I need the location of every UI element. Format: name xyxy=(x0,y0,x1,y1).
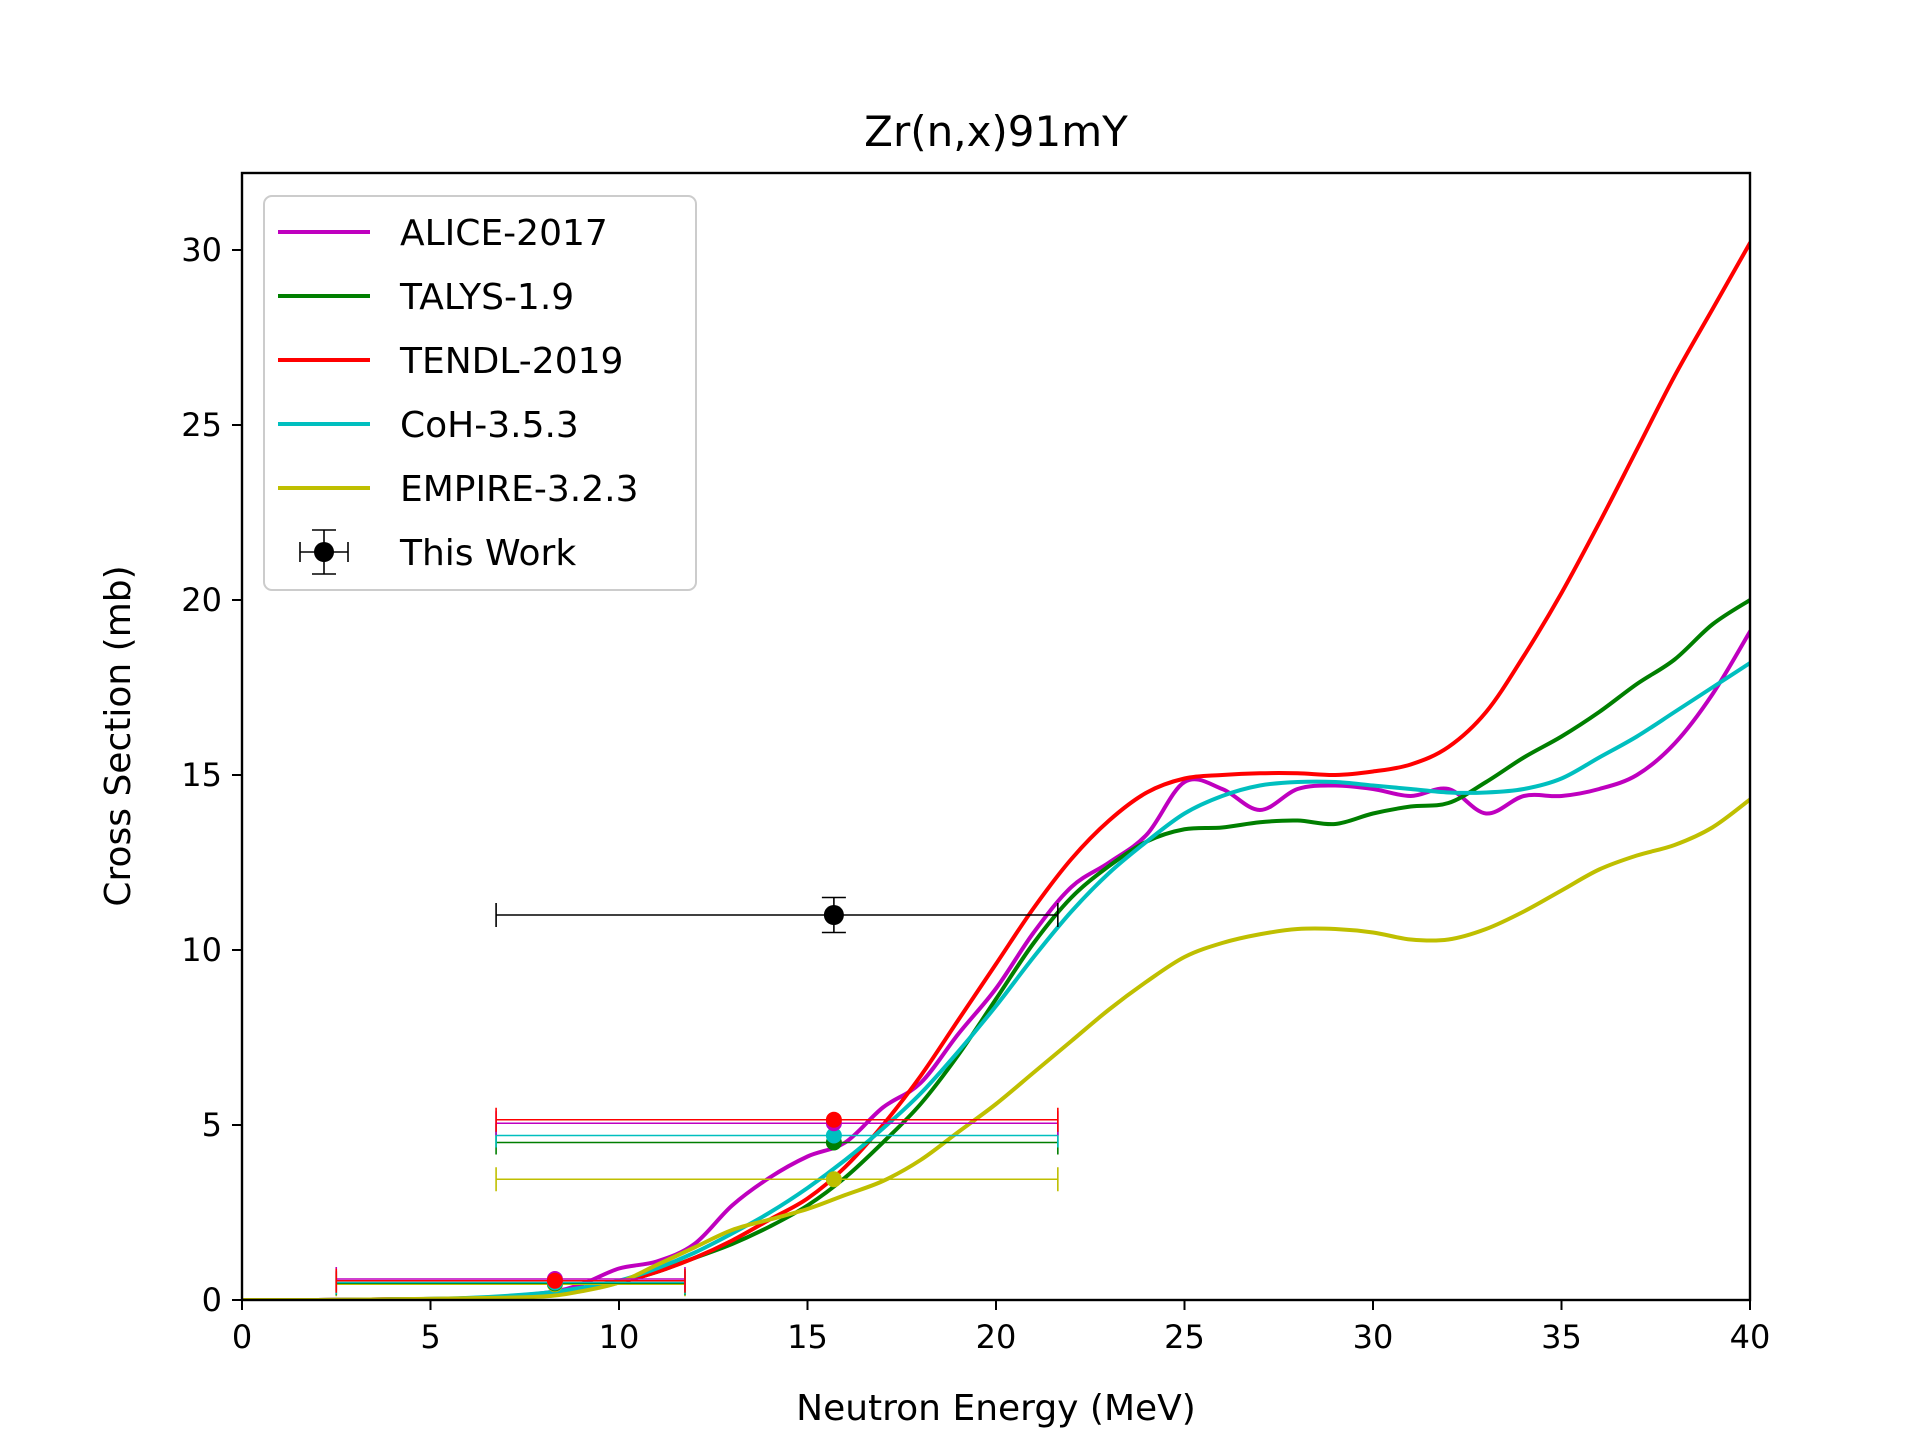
plot-area xyxy=(240,171,1752,1302)
x-tick-label: 35 xyxy=(1541,1318,1582,1356)
x-axis-label: Neutron Energy (MeV) xyxy=(796,1388,1196,1429)
y-axis-label: Cross Section (mb) xyxy=(98,565,139,906)
data-point-marker xyxy=(823,905,844,925)
series-line-empire-3-2-3 xyxy=(242,797,1750,1300)
errorbar-point xyxy=(335,1268,686,1293)
y-tick-label: 25 xyxy=(181,406,222,444)
data-point-marker xyxy=(825,1127,842,1144)
legend-box xyxy=(263,195,697,591)
legend-items: ALICE-2017 TALYS-1.9 TENDL-2019 CoH-3.5.3 EM… xyxy=(278,213,638,575)
data-point-marker xyxy=(825,1111,842,1128)
x-tick-label: 20 xyxy=(976,1318,1017,1356)
y-tick-label: 15 xyxy=(181,756,222,794)
errorbar-point xyxy=(495,1107,1059,1132)
y-tick-label: 10 xyxy=(181,931,222,969)
legend: ALICE-2017 TALYS-1.9 TENDL-2019 CoH-3.5.3 EM… xyxy=(263,195,697,591)
x-tick-label: 30 xyxy=(1353,1318,1394,1356)
data-point-marker xyxy=(546,1272,563,1289)
y-axis: 0 5 10 15 20 25 30 xyxy=(181,231,242,1319)
legend-marker xyxy=(314,542,334,562)
chart-title: Zr(n,x)91mY xyxy=(864,107,1128,156)
legend-label: CoH-3.5.3 xyxy=(400,405,579,446)
x-tick-label: 25 xyxy=(1164,1318,1205,1356)
legend-label: ALICE-2017 xyxy=(400,213,608,254)
legend-label: TALYS-1.9 xyxy=(399,277,574,318)
errorbar-point xyxy=(495,896,1059,934)
x-tick-label: 5 xyxy=(420,1318,440,1356)
x-tick-label: 40 xyxy=(1730,1318,1771,1356)
legend-label: This Work xyxy=(399,533,576,574)
y-tick-label: 30 xyxy=(181,231,222,269)
x-tick-label: 0 xyxy=(232,1318,252,1356)
x-tick-label: 10 xyxy=(599,1318,640,1356)
y-tick-label: 20 xyxy=(181,581,222,619)
series-line-alice-2017 xyxy=(242,629,1750,1300)
y-tick-label: 0 xyxy=(202,1281,222,1319)
errorbar-point xyxy=(495,1167,1059,1192)
legend-label: TENDL-2019 xyxy=(399,341,623,382)
x-axis: 0 5 10 15 20 25 30 35 40 xyxy=(232,1300,1771,1356)
x-tick-label: 15 xyxy=(787,1318,828,1356)
legend-label: EMPIRE-3.2.3 xyxy=(400,469,638,510)
error-bars xyxy=(335,896,1059,1297)
y-tick-label: 5 xyxy=(202,1106,222,1144)
data-point-marker xyxy=(825,1171,842,1188)
